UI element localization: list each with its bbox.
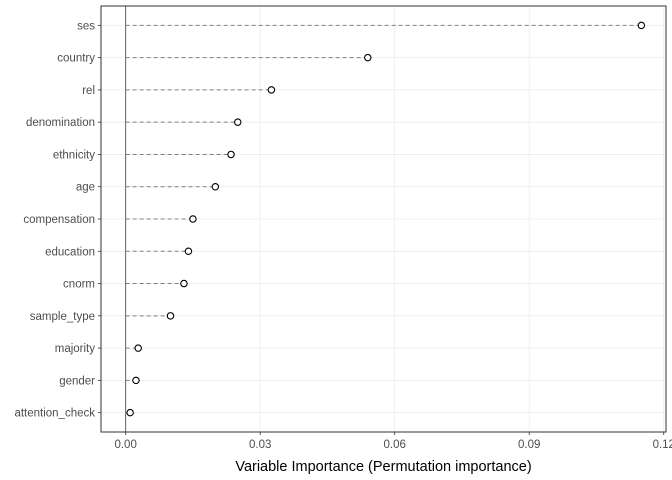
x-tick-label-3: 0.09 <box>518 439 540 451</box>
data-layer <box>125 6 646 432</box>
y-tick-label-ses: ses <box>77 20 95 32</box>
y-tick-label-gender: gender <box>59 375 95 387</box>
y-tick-label-sample_type: sample_type <box>30 311 95 323</box>
point-attention_check <box>126 408 134 417</box>
point-cnorm <box>180 279 188 288</box>
point-compensation <box>189 215 197 223</box>
y-tick-label-attention_check: attention_check <box>14 408 95 420</box>
point-denomination <box>234 118 242 126</box>
point-majority <box>134 344 142 352</box>
x-tick-label-2: 0.06 <box>384 439 406 451</box>
y-tick-label-education: education <box>45 246 95 258</box>
y-tick-label-age: age <box>76 182 95 194</box>
point-gender <box>132 376 140 385</box>
y-tick-label-denomination: denomination <box>26 117 95 129</box>
point-country <box>364 53 372 62</box>
point-sample_type <box>166 312 175 320</box>
y-tick-label-country: country <box>57 53 95 65</box>
point-age <box>211 182 220 191</box>
point-ses <box>637 21 646 30</box>
y-tick-label-compensation: compensation <box>23 214 95 226</box>
x-tick-label-4: 0.12 <box>653 439 672 451</box>
point-ethnicity <box>227 150 235 159</box>
y-tick-label-majority: majority <box>55 343 96 355</box>
x-tick-label-1: 0.03 <box>249 439 271 451</box>
y-tick-label-cnorm: cnorm <box>63 279 95 291</box>
grid-lines <box>101 6 666 432</box>
y-tick-label-rel: rel <box>82 85 95 97</box>
y-tick-label-ethnicity: ethnicity <box>53 149 95 161</box>
point-education <box>184 247 193 256</box>
x-tick-label-0: 0.00 <box>114 439 136 451</box>
axes: ses country rel denomination ethnicity age com… <box>14 20 672 451</box>
x-axis-title: Variable Importance (Permutation importa… <box>235 459 531 475</box>
point-rel <box>267 86 276 94</box>
